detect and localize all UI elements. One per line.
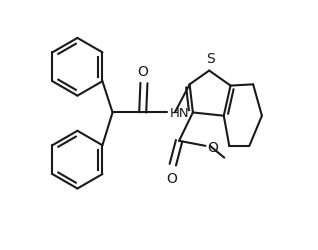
Text: O: O	[137, 65, 148, 79]
Text: O: O	[207, 140, 218, 154]
Text: O: O	[166, 171, 177, 185]
Text: S: S	[206, 52, 215, 66]
Text: HN: HN	[170, 106, 190, 120]
